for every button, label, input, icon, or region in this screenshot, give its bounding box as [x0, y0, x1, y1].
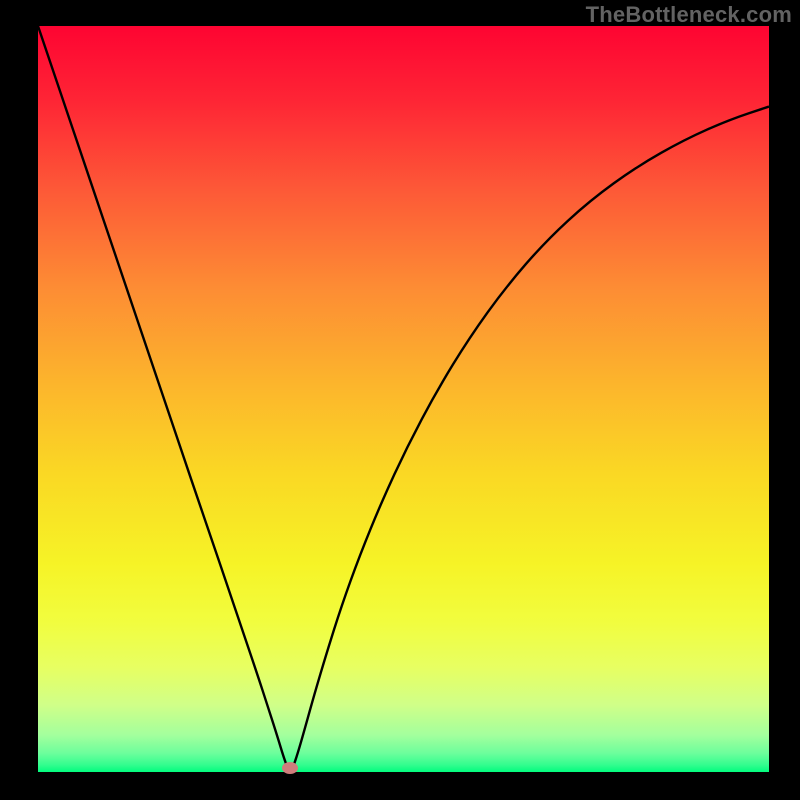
watermark-text: TheBottleneck.com	[586, 2, 792, 28]
plot-svg	[38, 26, 769, 772]
bottleneck-curve	[38, 26, 769, 771]
minimum-marker	[282, 762, 298, 774]
chart-stage: TheBottleneck.com	[0, 0, 800, 800]
